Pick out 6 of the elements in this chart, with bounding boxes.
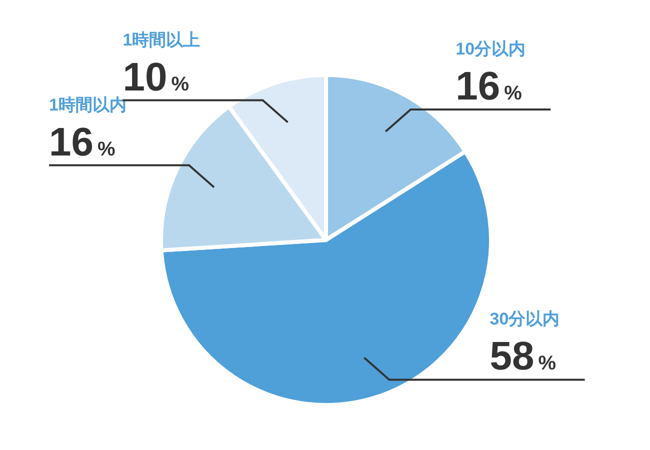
slice-label: 30分以内 <box>490 310 560 329</box>
data-label: 16% <box>456 64 522 109</box>
slice-label: 10分以内 <box>456 40 526 59</box>
data-label: 58% <box>490 334 556 379</box>
slice-label: 1時間以上 <box>122 30 200 50</box>
data-label: 16% <box>49 120 116 164</box>
